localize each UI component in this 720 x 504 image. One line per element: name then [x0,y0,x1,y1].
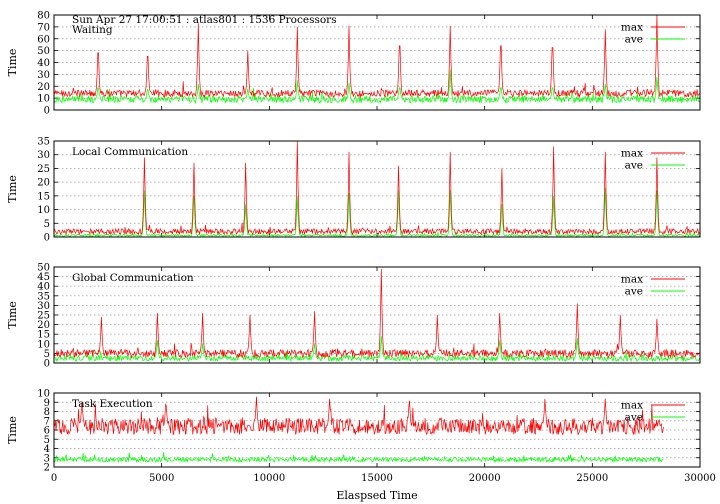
series-line-max [54,15,700,99]
series-line-max [54,141,700,236]
y-tick-label: 40 [37,58,50,69]
legend-label-max: max [621,22,643,34]
legend-label-max: max [621,274,643,286]
y-axis-label: Time [6,49,19,77]
legend-label-max: max [621,400,643,412]
x-tick-label: 25000 [576,473,608,484]
series-line-ave [54,187,700,237]
series-line-ave [54,452,664,464]
y-tick-label: 3 [44,453,50,464]
y-tick-label: 6 [44,426,50,437]
y-tick-label: 30 [37,150,50,161]
plot-frame [53,266,701,364]
y-tick-label: 10 [37,94,50,105]
y-tick-label: 30 [37,301,50,312]
y-axis-label: Time [6,301,19,329]
y-tick-label: 10 [37,339,50,350]
y-tick-label: 2 [44,463,50,474]
y-tick-label: 20 [37,82,50,93]
legend-label-ave: ave [625,286,643,298]
panel-title: Task Execution [72,398,153,410]
y-tick-label: 60 [37,34,50,45]
y-tick-label: 5 [44,349,50,360]
y-tick-label: 5 [44,435,50,446]
y-tick-label: 70 [37,22,50,33]
y-tick-label: 80 [37,11,50,22]
plot-frame [53,392,701,468]
panel-title: Waiting [72,24,113,36]
x-axis-label: Elaspsed Time [336,489,417,502]
y-tick-label: 0 [44,233,50,244]
y-tick-label: 10 [37,205,50,216]
y-tick-label: 35 [37,291,50,302]
figure-title: Sun Apr 27 17:00:51 : atlas801 : 1536 Pr… [72,14,337,26]
y-tick-label: 10 [37,389,50,400]
y-axis-label: Time [6,175,19,203]
legend-label-ave: ave [625,34,643,46]
y-tick-label: 4 [44,444,50,455]
y-tick-label: 40 [37,282,50,293]
x-tick-label: 10000 [253,473,285,484]
y-tick-label: 9 [44,398,50,409]
legend-label-ave: ave [625,412,643,424]
y-tick-label: 15 [37,330,50,341]
x-tick-label: 20000 [469,473,501,484]
y-tick-label: 15 [37,191,50,202]
y-tick-label: 20 [37,320,50,331]
y-tick-label: 50 [37,263,50,274]
y-tick-label: 50 [37,46,50,57]
y-tick-label: 35 [37,137,50,148]
series-line-ave [54,336,700,363]
y-tick-label: 30 [37,70,50,81]
y-tick-label: 20 [37,178,50,189]
y-axis-label: Time [6,416,19,444]
panel-2: 0 5 10 15 20 25 30 35 Local Communication Time max… [6,137,701,244]
legend-label-ave: ave [625,160,643,172]
x-tick-label: 15000 [361,473,393,484]
series-line-max [54,396,664,436]
series-line-max [54,268,700,359]
panel-title: Local Communication [72,146,188,158]
x-tick-label: 5000 [149,473,174,484]
y-tick-label: 7 [44,416,50,427]
y-tick-label: 0 [44,106,50,117]
y-tick-label: 5 [44,219,50,230]
plot-frame [53,140,701,238]
x-tick-label: 30000 [684,473,716,484]
series-line-ave [54,69,700,105]
plot-frame [53,14,701,111]
y-tick-label: 25 [37,311,50,322]
panel-title: Global Communication [72,272,194,284]
y-tick-label: 8 [44,407,50,418]
x-tick-label: 0 [51,473,57,484]
y-tick-label: 25 [37,164,50,175]
legend-label-max: max [621,148,643,160]
y-tick-label: 45 [37,272,50,283]
y-tick-label: 0 [44,359,50,370]
